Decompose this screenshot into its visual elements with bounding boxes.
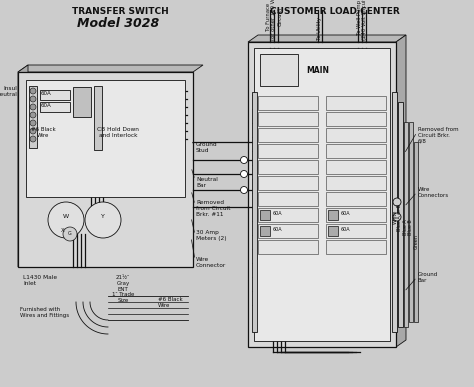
Text: Model 3028: Model 3028: [77, 17, 159, 30]
Text: 60A: 60A: [341, 211, 351, 216]
Circle shape: [240, 156, 247, 163]
Bar: [258, 208, 318, 222]
Bar: [40, 90, 70, 100]
Text: Neutral
Bar: Neutral Bar: [196, 177, 218, 188]
Text: To Furnace
(or other 120 Volt
Circuit): To Furnace (or other 120 Volt Circuit): [266, 0, 283, 40]
Circle shape: [85, 202, 121, 238]
Text: To Utility: To Utility: [318, 17, 322, 40]
Text: To Well Pump
(240 Volt Circuit): To Well Pump (240 Volt Circuit): [356, 0, 367, 40]
Circle shape: [240, 171, 247, 178]
Text: Wire
Connector: Wire Connector: [196, 257, 226, 268]
Circle shape: [30, 88, 36, 94]
Bar: [260, 226, 270, 236]
Text: Green: Green: [413, 235, 419, 250]
Circle shape: [393, 213, 401, 221]
Text: #6 Black
Wire: #6 Black Wire: [31, 127, 55, 138]
Text: Wire
Connectors: Wire Connectors: [418, 187, 449, 198]
Text: W: W: [63, 214, 69, 219]
Text: Y: Y: [101, 214, 105, 219]
Polygon shape: [396, 35, 406, 347]
Bar: [40, 102, 70, 112]
Text: Insul
Neutral: Insul Neutral: [0, 86, 17, 97]
Text: Removed from
Circuit Brkr.
6/8: Removed from Circuit Brkr. 6/8: [418, 127, 459, 144]
Bar: [328, 210, 338, 220]
Bar: [18, 72, 193, 267]
Text: Blue A or B: Blue A or B: [398, 204, 402, 231]
Bar: [409, 122, 413, 322]
Text: White: White: [392, 210, 398, 224]
Circle shape: [30, 120, 36, 126]
Bar: [326, 208, 386, 222]
Circle shape: [30, 128, 36, 134]
Text: TRANSFER SWITCH: TRANSFER SWITCH: [72, 7, 168, 16]
Bar: [326, 96, 386, 110]
Circle shape: [63, 227, 77, 241]
Bar: [326, 176, 386, 190]
Bar: [328, 226, 338, 236]
Bar: [258, 112, 318, 126]
Bar: [326, 240, 386, 254]
Text: CUSTOMER LOAD CENTER: CUSTOMER LOAD CENTER: [270, 7, 400, 16]
Circle shape: [30, 96, 36, 102]
Bar: [258, 128, 318, 142]
Text: Blue B: Blue B: [409, 219, 413, 235]
Bar: [398, 102, 403, 327]
Bar: [326, 160, 386, 174]
Text: 60A: 60A: [41, 91, 52, 96]
Bar: [326, 224, 386, 238]
Bar: [258, 96, 318, 110]
Bar: [326, 192, 386, 206]
Polygon shape: [18, 65, 203, 72]
Polygon shape: [248, 35, 406, 42]
Bar: [414, 142, 418, 322]
Circle shape: [240, 187, 247, 194]
Text: Ground
Bar: Ground Bar: [418, 272, 438, 283]
Bar: [94, 86, 102, 150]
Text: MAIN: MAIN: [306, 66, 329, 75]
Text: G: G: [68, 231, 72, 236]
Bar: [252, 92, 257, 332]
Text: Blue A: Blue A: [403, 219, 409, 235]
Bar: [258, 160, 318, 174]
Circle shape: [393, 198, 401, 206]
Bar: [73, 87, 91, 117]
Text: 60A: 60A: [273, 211, 283, 216]
Bar: [258, 240, 318, 254]
Circle shape: [48, 202, 84, 238]
Bar: [404, 122, 408, 327]
Polygon shape: [18, 65, 28, 267]
Bar: [392, 92, 397, 332]
Bar: [258, 224, 318, 238]
Circle shape: [30, 136, 36, 142]
Bar: [326, 112, 386, 126]
Bar: [258, 176, 318, 190]
Bar: [258, 144, 318, 158]
Text: 60A: 60A: [341, 227, 351, 232]
Circle shape: [30, 104, 36, 110]
Text: Furnished with
Wires and Fittings: Furnished with Wires and Fittings: [20, 307, 69, 318]
Bar: [326, 144, 386, 158]
Text: 60A: 60A: [273, 227, 283, 232]
Bar: [260, 54, 298, 86]
Bar: [26, 80, 185, 197]
Bar: [326, 128, 386, 142]
Bar: [260, 210, 270, 220]
Text: CB Hold Down
and Interlock: CB Hold Down and Interlock: [97, 127, 139, 138]
Text: Removed
from Circuit
Brkr. #11: Removed from Circuit Brkr. #11: [196, 200, 230, 217]
Circle shape: [30, 112, 36, 118]
Bar: [254, 48, 390, 341]
Bar: [248, 42, 396, 347]
Text: X: X: [61, 228, 65, 233]
Text: 21¹⁄₂″
Gray
ENT
1″ Trade
Size: 21¹⁄₂″ Gray ENT 1″ Trade Size: [112, 275, 134, 303]
Bar: [258, 192, 318, 206]
Bar: [29, 86, 37, 148]
Text: 30 Amp
Meters (2): 30 Amp Meters (2): [196, 230, 227, 241]
Text: #6 Black
Wire: #6 Black Wire: [158, 297, 183, 308]
Text: L1430 Male
Inlet: L1430 Male Inlet: [23, 275, 57, 286]
Text: 60A: 60A: [41, 103, 52, 108]
Text: Ground
Stud: Ground Stud: [196, 142, 218, 153]
